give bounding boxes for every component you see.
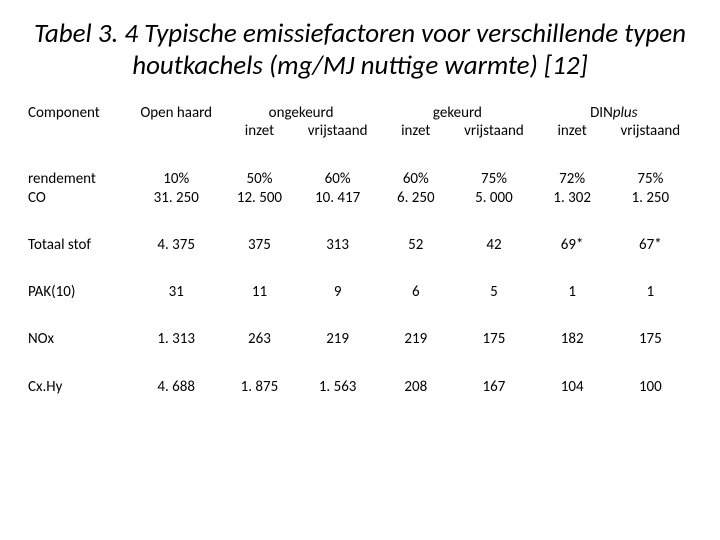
hdr-gekeurd: gekeurd bbox=[379, 104, 535, 122]
row-label: Totaal stof bbox=[28, 236, 130, 255]
cell: 4. 688 bbox=[130, 378, 223, 397]
cell: 175 bbox=[609, 330, 692, 349]
cell: 104 bbox=[536, 378, 609, 397]
cell: 375 bbox=[223, 236, 296, 255]
cell: 100 bbox=[609, 378, 692, 397]
cell: 31. 250 bbox=[130, 189, 223, 208]
row-label: NOx bbox=[28, 330, 130, 349]
cell: 219 bbox=[296, 330, 379, 349]
cell: 12. 500 bbox=[223, 189, 296, 208]
hdr-component: Component bbox=[28, 104, 130, 140]
cell: 75% bbox=[452, 170, 535, 189]
cell: 6. 250 bbox=[379, 189, 452, 208]
cell: 1. 302 bbox=[536, 189, 609, 208]
cell: 1 bbox=[536, 283, 609, 302]
header-row-1: Component Open haard ongekeurd gekeurd D… bbox=[28, 104, 692, 122]
spacer bbox=[28, 255, 692, 283]
cell: 263 bbox=[223, 330, 296, 349]
hdr-open-haard: Open haard bbox=[130, 104, 223, 140]
table-row: Totaal stof 4. 375 375 313 52 42 69* 67* bbox=[28, 236, 692, 255]
table-row: NOx 1. 313 263 219 219 175 182 175 bbox=[28, 330, 692, 349]
row-label: rendement bbox=[28, 170, 130, 189]
table-row: rendement 10% 50% 60% 60% 75% 72% 75% bbox=[28, 170, 692, 189]
cell: 5 bbox=[452, 283, 535, 302]
cell: 69* bbox=[536, 236, 609, 255]
cell: 6 bbox=[379, 283, 452, 302]
hdr-ongekeurd-vrijstaand: vrijstaand bbox=[296, 122, 379, 140]
hdr-ongekeurd-inzet: inzet bbox=[223, 122, 296, 140]
cell: 167 bbox=[452, 378, 535, 397]
table-title: Tabel 3. 4 Typische emissiefactoren voor… bbox=[28, 18, 692, 82]
cell: 60% bbox=[296, 170, 379, 189]
cell: 1 bbox=[609, 283, 692, 302]
hdr-gekeurd-vrijstaand: vrijstaand bbox=[452, 122, 535, 140]
emission-table: Component Open haard ongekeurd gekeurd D… bbox=[28, 104, 692, 397]
cell: 60% bbox=[379, 170, 452, 189]
cell: 10% bbox=[130, 170, 223, 189]
spacer bbox=[28, 350, 692, 378]
hdr-dinplus: DINplus bbox=[536, 104, 692, 122]
spacer bbox=[28, 140, 692, 170]
cell: 5. 000 bbox=[452, 189, 535, 208]
hdr-dinplus-plus: plus bbox=[613, 104, 638, 122]
cell: 10. 417 bbox=[296, 189, 379, 208]
hdr-ongekeurd: ongekeurd bbox=[223, 104, 379, 122]
cell: 1. 250 bbox=[609, 189, 692, 208]
cell: 11 bbox=[223, 283, 296, 302]
cell: 4. 375 bbox=[130, 236, 223, 255]
cell: 182 bbox=[536, 330, 609, 349]
cell: 313 bbox=[296, 236, 379, 255]
hdr-dinplus-inzet: inzet bbox=[536, 122, 609, 140]
spacer bbox=[28, 302, 692, 330]
row-label: PAK(10) bbox=[28, 283, 130, 302]
cell: 31 bbox=[130, 283, 223, 302]
cell: 52 bbox=[379, 236, 452, 255]
cell: 219 bbox=[379, 330, 452, 349]
cell: 9 bbox=[296, 283, 379, 302]
cell: 72% bbox=[536, 170, 609, 189]
table-row: CO 31. 250 12. 500 10. 417 6. 250 5. 000… bbox=[28, 189, 692, 208]
row-label: Cx.Hy bbox=[28, 378, 130, 397]
cell: 1. 563 bbox=[296, 378, 379, 397]
hdr-dinplus-vrijstaand: vrijstaand bbox=[609, 122, 692, 140]
row-label: CO bbox=[28, 189, 130, 208]
cell: 208 bbox=[379, 378, 452, 397]
table-row: PAK(10) 31 11 9 6 5 1 1 bbox=[28, 283, 692, 302]
hdr-gekeurd-inzet: inzet bbox=[379, 122, 452, 140]
cell: 67* bbox=[609, 236, 692, 255]
cell: 50% bbox=[223, 170, 296, 189]
spacer bbox=[28, 208, 692, 236]
cell: 1. 313 bbox=[130, 330, 223, 349]
cell: 1. 875 bbox=[223, 378, 296, 397]
hdr-dinplus-din: DIN bbox=[590, 104, 613, 122]
table-row: Cx.Hy 4. 688 1. 875 1. 563 208 167 104 1… bbox=[28, 378, 692, 397]
cell: 75% bbox=[609, 170, 692, 189]
cell: 175 bbox=[452, 330, 535, 349]
cell: 42 bbox=[452, 236, 535, 255]
